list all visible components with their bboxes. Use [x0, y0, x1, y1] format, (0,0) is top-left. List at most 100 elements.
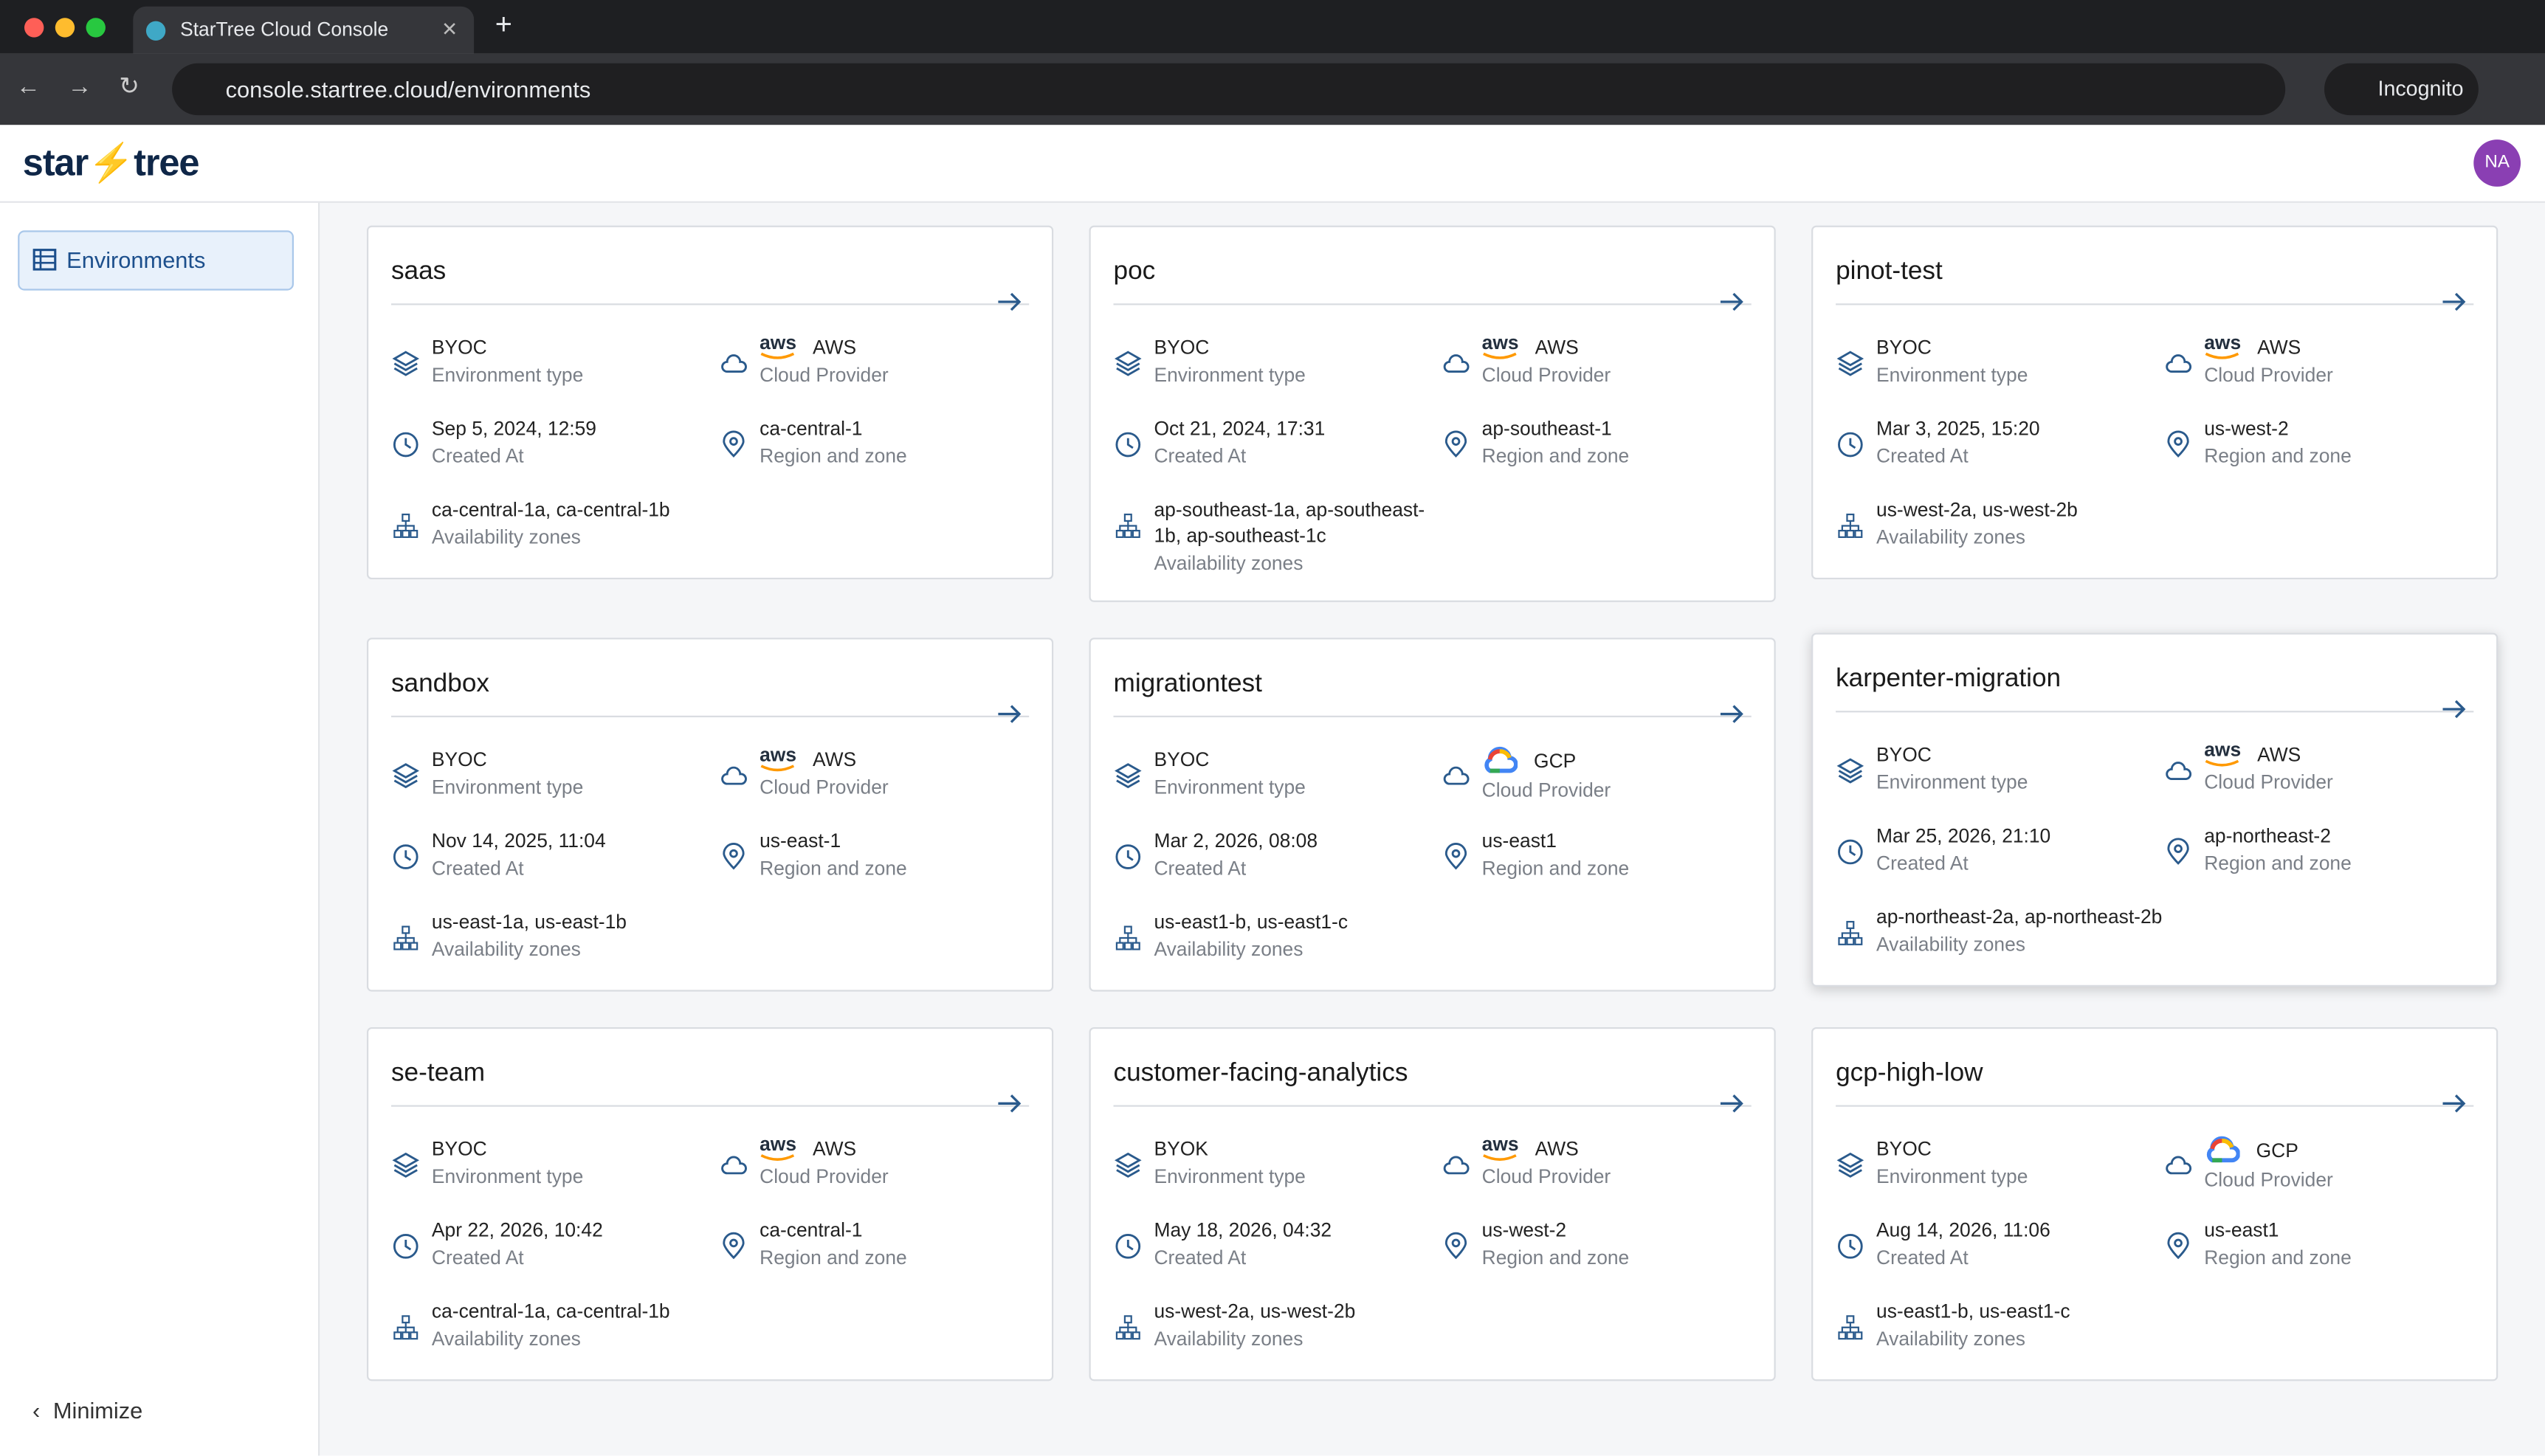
provider-label: Cloud Provider: [2204, 363, 2333, 387]
aws-smile-path: [2205, 352, 2239, 359]
icon-part: [1838, 936, 1847, 945]
open-arrow[interactable]: [996, 672, 1022, 762]
url: console.startree.cloud/environments: [225, 76, 591, 103]
region-value: ap-southeast-1: [1481, 417, 1612, 440]
icon-part: [1846, 1331, 1855, 1340]
created-field: Nov 14, 2025, 11:04 Created At: [391, 827, 719, 886]
environment-card[interactable]: poc BYOC Environment type aws AWS Cloud Provi…: [1089, 225, 1776, 602]
created-text: Mar 25, 2026, 21:10 Created At: [1876, 823, 2050, 878]
provider-value: AWS: [2257, 743, 2301, 766]
environment-card[interactable]: sandbox BYOC Environment type aws AWS Cloud P…: [366, 638, 1054, 992]
open-arrow[interactable]: [996, 260, 1022, 351]
environment-card[interactable]: gcp-high-low BYOC Environment type GCP Cloud…: [1811, 1027, 2498, 1381]
open-arrow[interactable]: [1719, 260, 1745, 351]
provider-label: Cloud Provider: [760, 1165, 889, 1188]
open-arrow[interactable]: [2441, 1061, 2467, 1152]
arrow-path: [1720, 292, 1743, 311]
browser-tab[interactable]: StarTree Cloud Console ✕: [133, 6, 475, 54]
aws-logo: aws: [760, 745, 796, 773]
nav-buttons[interactable]: ← → ↻: [16, 72, 140, 101]
aws-smile-path: [760, 352, 795, 359]
card-fields: BYOC Environment type aws AWS Cloud Provider…: [391, 1134, 1029, 1356]
icon-part: [404, 1240, 412, 1251]
aws-logo-text: aws: [760, 331, 797, 354]
region-text: us-east1 Region and zone: [2204, 1217, 2352, 1272]
url-field[interactable]: console.startree.cloud/environments: [172, 63, 2286, 116]
new-tab[interactable]: +: [495, 7, 512, 41]
logo[interactable]: star⚡tree: [23, 141, 200, 184]
aws-logo-text: aws: [1481, 1132, 1519, 1156]
card-grid: saas BYOC Environment type aws AWS Cloud Prov…: [366, 225, 2498, 1381]
open-arrow[interactable]: [1719, 1061, 1745, 1152]
zones-value: us-east1-b, us-east1-c: [1154, 910, 1349, 934]
zones-text: ap-southeast-1a, ap-southeast-1b, ap-sou…: [1154, 497, 1441, 578]
nav-environments[interactable]: Environments: [18, 230, 295, 291]
minimize-window[interactable]: [55, 18, 75, 38]
provider-row: aws AWS: [760, 1134, 889, 1162]
provider-field: aws AWS Cloud Provider: [2163, 333, 2472, 393]
icon-part: [1115, 432, 1141, 458]
card-fields: BYOC Environment type aws AWS Cloud Provider…: [1836, 740, 2473, 962]
open-arrow[interactable]: [2441, 260, 2467, 351]
created-field: Oct 21, 2024, 17:31 Created At: [1114, 415, 1442, 474]
region-label: Region and zone: [2204, 852, 2352, 875]
arrow-icon: [1720, 705, 1743, 723]
arrow-path: [1720, 1094, 1743, 1113]
icon-part: [402, 925, 410, 934]
minimize-button[interactable]: ‹ Minimize: [32, 1397, 143, 1424]
environment-card[interactable]: saas BYOC Environment type aws AWS Cloud Prov…: [366, 225, 1054, 580]
card-title: poc: [1113, 258, 1156, 286]
zones-field: ca-central-1a, ca-central-1b Availability…: [391, 1298, 719, 1356]
maximize-window[interactable]: [86, 18, 106, 38]
icon-part: [1854, 529, 1863, 538]
environment-card[interactable]: migrationtest BYOC Environment type GCP Clou…: [1089, 638, 1776, 992]
type-icon: [392, 763, 420, 789]
icon-part: [1838, 1234, 1863, 1259]
icon-part: [1444, 843, 1467, 870]
region-text: us-east-1 Region and zone: [760, 827, 907, 883]
table-icon: [32, 249, 57, 271]
aws-smile: [2205, 759, 2239, 767]
incognito-badge[interactable]: Incognito: [2324, 63, 2479, 116]
icon-part: [1115, 529, 1124, 538]
avatar[interactable]: NA: [2473, 139, 2521, 187]
icon-part: [723, 430, 745, 458]
icon-part: [1838, 1331, 1847, 1340]
icon-part: [392, 351, 420, 376]
icon-part: [396, 1322, 415, 1333]
open-arrow[interactable]: [1719, 672, 1745, 762]
type-field: BYOC Environment type: [1836, 334, 2163, 393]
created-field: Sep 5, 2024, 12:59 Created At: [391, 415, 719, 474]
type-icon: [392, 351, 420, 376]
card-title: migrationtest: [1113, 670, 1262, 698]
created-label: Created At: [1154, 857, 1247, 880]
icon-part: [1443, 354, 1470, 373]
provider-value: AWS: [1535, 1137, 1579, 1161]
address-bar: ← → ↻ console.startree.cloud/environment…: [0, 53, 2545, 125]
close-window[interactable]: [24, 18, 44, 38]
environment-card[interactable]: karpenter-migration BYOC Environment type a…: [1811, 632, 2498, 987]
icon-part: [723, 1232, 745, 1260]
environment-card[interactable]: se-team BYOC Environment type aws AWS Cloud P…: [366, 1027, 1054, 1381]
open-arrow[interactable]: [996, 1061, 1022, 1152]
tab-close[interactable]: ✕: [441, 18, 458, 41]
aws-logo-text: aws: [1481, 331, 1519, 354]
aws-logo: aws: [2204, 740, 2241, 767]
environment-card[interactable]: customer-facing-analytics BYOK Environment…: [1089, 1027, 1776, 1381]
icon-part: [2166, 1156, 2191, 1175]
type-value: BYOK: [1154, 1137, 1208, 1161]
environment-card[interactable]: pinot-test BYOC Environment type aws AWS Clou…: [1811, 225, 2498, 580]
provider-label: Cloud Provider: [760, 363, 889, 387]
gcp-yellow: [2222, 1139, 2234, 1148]
aws-smile-path: [1483, 1154, 1517, 1161]
created-label: Created At: [431, 1246, 524, 1269]
region-value: ca-central-1: [760, 1218, 863, 1242]
region-field: us-east1 Region and zone: [1442, 827, 1750, 886]
icon-part: [402, 529, 410, 538]
open-arrow[interactable]: [2441, 667, 2467, 758]
region-label: Region and zone: [1481, 444, 1630, 468]
created-text: Mar 2, 2026, 08:08 Created At: [1154, 827, 1318, 883]
type-label: Environment type: [431, 363, 584, 387]
provider-label: Cloud Provider: [2204, 770, 2333, 794]
created-icon: [1115, 432, 1141, 458]
